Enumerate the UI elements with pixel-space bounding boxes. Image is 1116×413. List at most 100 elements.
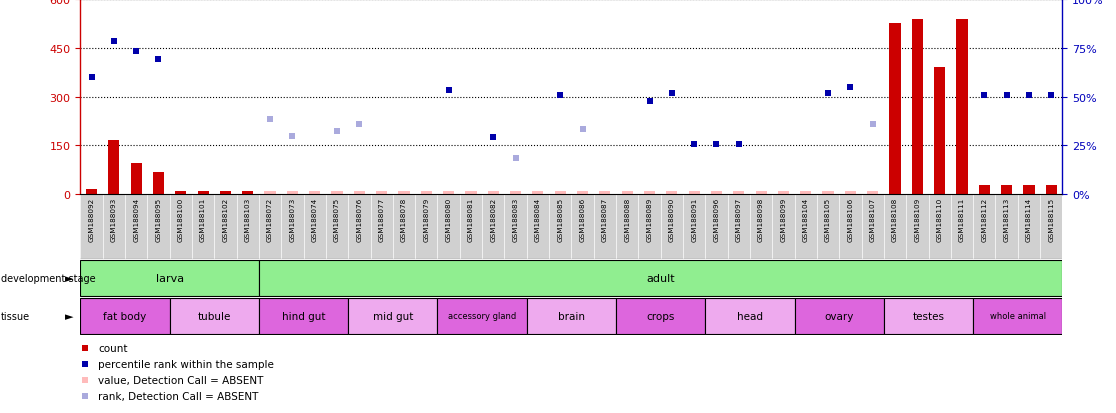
Point	[350, 121, 368, 128]
Text: larva: larva	[155, 273, 184, 283]
Bar	[376, 192, 387, 195]
Bar	[80, 298, 170, 335]
Bar	[973, 298, 1062, 335]
Point	[607, 138, 625, 145]
Text: GSM188081: GSM188081	[468, 198, 474, 242]
Point	[574, 126, 591, 133]
Bar	[889, 24, 901, 195]
Bar	[532, 192, 543, 195]
Bar	[912, 19, 923, 195]
Text: GSM188110: GSM188110	[936, 198, 943, 242]
Text: rank, Detection Call = ABSENT: rank, Detection Call = ABSENT	[98, 391, 259, 401]
Text: GSM188087: GSM188087	[602, 198, 608, 242]
Text: GSM188095: GSM188095	[155, 198, 162, 242]
Text: GSM188073: GSM188073	[289, 198, 296, 242]
Point	[975, 93, 993, 99]
Text: value, Detection Call = ABSENT: value, Detection Call = ABSENT	[98, 375, 263, 385]
Text: GSM188100: GSM188100	[177, 198, 184, 242]
Text: count: count	[98, 343, 127, 353]
Text: GSM188077: GSM188077	[378, 198, 385, 242]
Text: GSM188104: GSM188104	[802, 198, 809, 242]
Bar	[287, 192, 298, 195]
Bar	[170, 298, 259, 335]
Bar	[711, 192, 722, 195]
Bar	[778, 192, 789, 195]
Text: accessory gland: accessory gland	[448, 312, 517, 321]
Text: tissue: tissue	[1, 311, 30, 321]
Point	[708, 141, 725, 147]
Point	[1020, 93, 1038, 99]
Text: GSM188103: GSM188103	[244, 198, 251, 242]
Text: GSM188076: GSM188076	[356, 198, 363, 242]
Bar	[705, 298, 795, 335]
Bar	[1046, 185, 1057, 195]
Text: GSM188078: GSM188078	[401, 198, 407, 242]
Text: GSM188112: GSM188112	[981, 198, 988, 242]
Text: GSM188111: GSM188111	[959, 198, 965, 242]
Text: adult: adult	[646, 273, 675, 283]
Bar	[1023, 185, 1035, 195]
Bar	[465, 192, 477, 195]
Text: GSM188075: GSM188075	[334, 198, 340, 242]
Text: GSM188086: GSM188086	[579, 198, 586, 242]
Text: GSM188099: GSM188099	[780, 198, 787, 242]
Text: GSM188092: GSM188092	[88, 198, 95, 242]
Bar	[867, 192, 878, 195]
Bar	[331, 192, 343, 195]
Text: fat body: fat body	[104, 311, 146, 321]
Text: percentile rank within the sample: percentile rank within the sample	[98, 359, 273, 369]
Bar	[175, 191, 186, 195]
Text: brain: brain	[558, 311, 585, 321]
Point	[105, 39, 123, 45]
Text: hind gut: hind gut	[282, 311, 325, 321]
Bar	[616, 298, 705, 335]
Bar	[354, 192, 365, 195]
Bar	[108, 141, 119, 195]
Text: GSM188072: GSM188072	[267, 198, 273, 242]
Text: GSM188082: GSM188082	[490, 198, 497, 242]
Text: GSM188085: GSM188085	[557, 198, 564, 242]
Bar	[934, 68, 945, 195]
Text: GSM188105: GSM188105	[825, 198, 831, 242]
Text: mid gut: mid gut	[373, 311, 413, 321]
Bar	[198, 192, 209, 195]
Point	[607, 284, 625, 291]
Text: whole animal: whole animal	[990, 312, 1046, 321]
Bar	[555, 192, 566, 195]
Bar	[421, 192, 432, 195]
Bar	[795, 298, 884, 335]
Bar	[979, 185, 990, 195]
Point	[261, 116, 279, 123]
Text: GSM188091: GSM188091	[691, 198, 698, 242]
Bar	[242, 191, 253, 195]
Bar	[510, 192, 521, 195]
Point	[283, 133, 301, 140]
Text: ovary: ovary	[825, 311, 854, 321]
Bar	[666, 192, 677, 195]
Bar	[644, 192, 655, 195]
Point	[819, 91, 837, 97]
Text: GSM188083: GSM188083	[512, 198, 519, 242]
Text: GSM188106: GSM188106	[847, 198, 854, 242]
Bar	[131, 164, 142, 195]
Bar	[153, 173, 164, 195]
Text: GSM188084: GSM188084	[535, 198, 541, 242]
Point	[484, 135, 502, 141]
Bar	[622, 192, 633, 195]
Bar	[348, 298, 437, 335]
Bar	[220, 192, 231, 195]
Text: GSM188094: GSM188094	[133, 198, 140, 242]
Bar	[309, 192, 320, 195]
Bar	[259, 298, 348, 335]
Point	[641, 99, 658, 105]
Point	[83, 74, 100, 81]
Bar	[80, 260, 259, 297]
Text: development stage: development stage	[1, 273, 96, 283]
Point	[663, 91, 681, 97]
Bar	[1001, 185, 1012, 195]
Text: GSM188089: GSM188089	[646, 198, 653, 242]
Text: GSM188088: GSM188088	[624, 198, 631, 242]
Bar	[884, 298, 973, 335]
Point	[730, 141, 748, 147]
Text: GSM188113: GSM188113	[1003, 198, 1010, 242]
